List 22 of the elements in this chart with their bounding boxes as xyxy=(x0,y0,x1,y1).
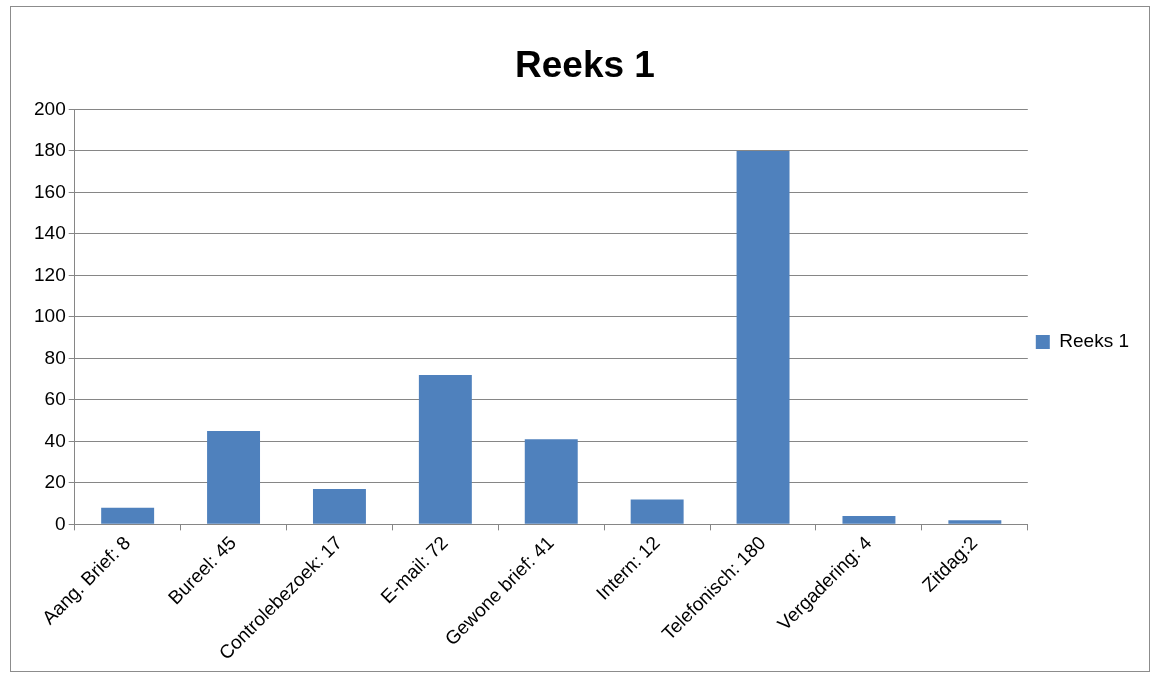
legend-label: Reeks 1 xyxy=(1059,330,1129,352)
y-tick-label: 140 xyxy=(34,222,66,244)
y-tick-label: 20 xyxy=(44,471,66,493)
y-tick-label: 60 xyxy=(44,388,66,410)
bar xyxy=(207,431,261,524)
bar xyxy=(948,520,1002,524)
y-tick-label: 100 xyxy=(34,305,66,327)
bar xyxy=(524,439,578,524)
bar xyxy=(418,374,472,524)
bar xyxy=(101,507,155,524)
y-tick-label: 120 xyxy=(34,263,66,285)
bar xyxy=(842,516,896,524)
y-tick-label: 80 xyxy=(44,346,66,368)
y-tick-label: 180 xyxy=(34,139,66,161)
bar xyxy=(630,499,684,524)
bar xyxy=(736,150,790,524)
bar xyxy=(312,489,366,524)
chart-title: Reeks 1 xyxy=(515,44,655,86)
y-tick-label: 0 xyxy=(55,512,66,534)
y-tick-label: 160 xyxy=(34,180,66,202)
y-tick-label: 200 xyxy=(34,97,66,119)
y-tick-label: 40 xyxy=(44,429,66,451)
